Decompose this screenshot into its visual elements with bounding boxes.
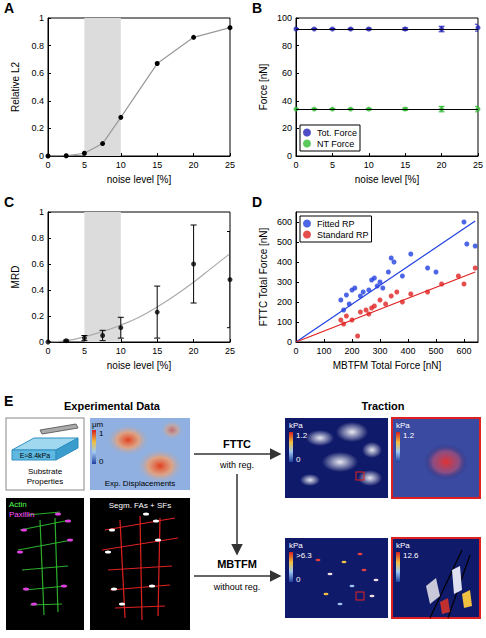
- svg-text:100: 100: [316, 346, 331, 356]
- svg-text:1: 1: [39, 13, 44, 23]
- svg-text:0: 0: [296, 575, 301, 584]
- svg-text:0.2: 0.2: [31, 311, 44, 321]
- svg-text:0: 0: [39, 337, 44, 347]
- svg-text:0.2: 0.2: [31, 123, 44, 133]
- svg-text:Substrate: Substrate: [28, 467, 63, 476]
- svg-text:0.4: 0.4: [31, 96, 44, 106]
- svg-text:Exp. Displacements: Exp. Displacements: [105, 479, 176, 488]
- svg-text:A: A: [4, 0, 14, 16]
- svg-text:Standard RP: Standard RP: [317, 230, 369, 240]
- svg-text:10: 10: [116, 160, 126, 170]
- svg-text:0: 0: [296, 455, 301, 464]
- svg-text:15: 15: [400, 160, 410, 170]
- svg-text:300: 300: [277, 277, 292, 287]
- svg-text:600: 600: [277, 217, 292, 227]
- svg-text:1: 1: [39, 207, 44, 217]
- svg-text:MBTFM: MBTFM: [217, 558, 257, 570]
- svg-text:0.6: 0.6: [31, 259, 44, 269]
- svg-text:0.8: 0.8: [31, 233, 44, 243]
- svg-text:0: 0: [293, 346, 298, 356]
- svg-text:Actin: Actin: [9, 500, 27, 509]
- svg-text:1: 1: [99, 429, 104, 438]
- svg-text:1.2: 1.2: [403, 431, 415, 440]
- svg-text:1.2: 1.2: [296, 431, 308, 440]
- svg-text:FTTC: FTTC: [223, 438, 251, 450]
- svg-text:25: 25: [225, 346, 235, 356]
- svg-text:0: 0: [99, 457, 104, 466]
- svg-text:400: 400: [400, 346, 415, 356]
- svg-text:0: 0: [287, 151, 292, 161]
- svg-text:20: 20: [282, 123, 292, 133]
- svg-text:MBTFM Total Force [nN]: MBTFM Total Force [nN]: [333, 360, 442, 371]
- svg-text:500: 500: [428, 346, 443, 356]
- svg-text:25: 25: [473, 160, 483, 170]
- svg-text:600: 600: [456, 346, 471, 356]
- svg-text:D: D: [252, 194, 262, 210]
- svg-text:100: 100: [277, 13, 292, 23]
- svg-text:μm: μm: [92, 420, 104, 429]
- svg-text:B: B: [252, 0, 262, 16]
- svg-text:20: 20: [189, 160, 199, 170]
- svg-text:Properties: Properties: [27, 477, 63, 486]
- svg-text:0.6: 0.6: [31, 68, 44, 78]
- svg-text:12.6: 12.6: [403, 551, 419, 560]
- svg-text:10: 10: [364, 160, 374, 170]
- svg-text:400: 400: [277, 257, 292, 267]
- svg-text:NT Force: NT Force: [317, 139, 354, 149]
- svg-text:Tot. Force: Tot. Force: [317, 128, 357, 138]
- svg-text:C: C: [4, 194, 14, 210]
- svg-text:0.8: 0.8: [31, 41, 44, 51]
- svg-text:without reg.: without reg.: [213, 582, 261, 592]
- svg-text:15: 15: [152, 160, 162, 170]
- svg-text:0: 0: [45, 346, 50, 356]
- svg-text:60: 60: [282, 68, 292, 78]
- svg-text:kPa: kPa: [396, 541, 410, 550]
- svg-text:kPa: kPa: [289, 541, 303, 550]
- svg-text:MRD: MRD: [10, 266, 21, 289]
- svg-text:5: 5: [82, 160, 87, 170]
- svg-text:5: 5: [330, 160, 335, 170]
- svg-text:0.4: 0.4: [31, 285, 44, 295]
- svg-text:0: 0: [287, 337, 292, 347]
- svg-text:80: 80: [282, 41, 292, 51]
- svg-text:noise level [%]: noise level [%]: [107, 174, 172, 185]
- svg-text:noise level [%]: noise level [%]: [107, 360, 172, 371]
- svg-text:10: 10: [116, 346, 126, 356]
- svg-text:20: 20: [189, 346, 199, 356]
- svg-text:kPa: kPa: [289, 421, 303, 430]
- svg-text:100: 100: [277, 317, 292, 327]
- svg-text:Fitted RP: Fitted RP: [317, 219, 355, 229]
- svg-text:Paxillin: Paxillin: [9, 510, 34, 519]
- svg-text:Force [nN]: Force [nN]: [258, 63, 269, 110]
- svg-text:Traction: Traction: [362, 400, 405, 412]
- svg-text:200: 200: [277, 297, 292, 307]
- svg-text:0: 0: [293, 160, 298, 170]
- svg-text:Experimental Data: Experimental Data: [64, 400, 161, 412]
- svg-text:15: 15: [152, 346, 162, 356]
- svg-text:25: 25: [225, 160, 235, 170]
- svg-text:5: 5: [82, 346, 87, 356]
- svg-text:200: 200: [344, 346, 359, 356]
- svg-text:E: E: [4, 393, 13, 409]
- svg-text:>6.3: >6.3: [296, 551, 312, 560]
- svg-text:300: 300: [372, 346, 387, 356]
- svg-text:Segm. FAs + SFs: Segm. FAs + SFs: [109, 501, 171, 510]
- svg-text:with reg.: with reg.: [219, 460, 254, 470]
- svg-text:500: 500: [277, 237, 292, 247]
- svg-text:FTTC Total Force [nN]: FTTC Total Force [nN]: [258, 227, 269, 326]
- svg-text:0: 0: [39, 151, 44, 161]
- svg-text:noise level [%]: noise level [%]: [355, 174, 420, 185]
- svg-text:Relative L2: Relative L2: [10, 62, 21, 112]
- svg-text:0: 0: [45, 160, 50, 170]
- svg-text:E≈8.4kPa: E≈8.4kPa: [20, 452, 50, 459]
- svg-text:20: 20: [437, 160, 447, 170]
- svg-text:40: 40: [282, 96, 292, 106]
- svg-text:kPa: kPa: [396, 421, 410, 430]
